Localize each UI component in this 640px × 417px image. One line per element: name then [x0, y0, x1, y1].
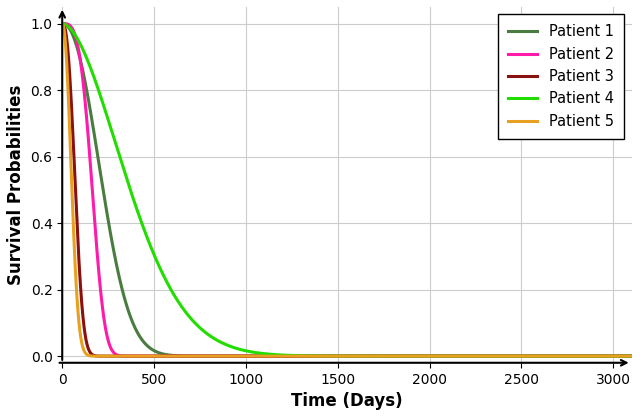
Patient 4 — [58, 21, 66, 26]
Patient 1 — [527, 354, 534, 359]
Patient 3 — [483, 354, 491, 359]
Patient 3 — [58, 21, 66, 26]
Patient 4 — [400, 354, 408, 359]
Line: Patient 3: Patient 3 — [62, 24, 632, 356]
Patient 2 — [429, 354, 436, 359]
Patient 1 — [400, 354, 408, 359]
Patient 5 — [429, 354, 436, 359]
Patient 5 — [58, 21, 66, 26]
Patient 3 — [400, 354, 408, 359]
Patient 5 — [276, 354, 284, 359]
Patient 4 — [483, 354, 491, 359]
Patient 1 — [162, 352, 170, 357]
Line: Patient 2: Patient 2 — [62, 24, 632, 356]
Patient 3 — [162, 354, 170, 359]
Patient 5 — [400, 354, 408, 359]
Line: Patient 1: Patient 1 — [62, 24, 632, 356]
Patient 1 — [483, 354, 491, 359]
Patient 2 — [527, 354, 534, 359]
Patient 2 — [279, 354, 287, 359]
Patient 4 — [276, 352, 284, 357]
Patient 2 — [628, 354, 636, 359]
Patient 1 — [58, 21, 66, 26]
Y-axis label: Survival Probabilities: Survival Probabilities — [7, 85, 25, 285]
Patient 1 — [429, 354, 436, 359]
Patient 3 — [429, 354, 436, 359]
Patient 2 — [400, 354, 408, 359]
Patient 3 — [276, 354, 284, 359]
Legend: Patient 1, Patient 2, Patient 3, Patient 4, Patient 5: Patient 1, Patient 2, Patient 3, Patient… — [498, 14, 624, 139]
Patient 2 — [483, 354, 491, 359]
Patient 3 — [274, 354, 282, 359]
Patient 5 — [162, 354, 170, 359]
Patient 2 — [276, 354, 284, 359]
Patient 5 — [291, 354, 298, 359]
Patient 1 — [628, 354, 636, 359]
X-axis label: Time (Days): Time (Days) — [291, 392, 403, 410]
Patient 2 — [58, 21, 66, 26]
Patient 5 — [527, 354, 534, 359]
Patient 4 — [527, 354, 534, 359]
Patient 5 — [628, 354, 636, 359]
Patient 4 — [628, 354, 636, 359]
Patient 1 — [276, 354, 284, 359]
Patient 3 — [527, 354, 534, 359]
Line: Patient 5: Patient 5 — [62, 24, 632, 356]
Patient 3 — [628, 354, 636, 359]
Patient 4 — [429, 354, 436, 359]
Line: Patient 4: Patient 4 — [62, 24, 632, 356]
Patient 5 — [483, 354, 491, 359]
Patient 2 — [162, 354, 170, 359]
Patient 4 — [162, 277, 170, 282]
